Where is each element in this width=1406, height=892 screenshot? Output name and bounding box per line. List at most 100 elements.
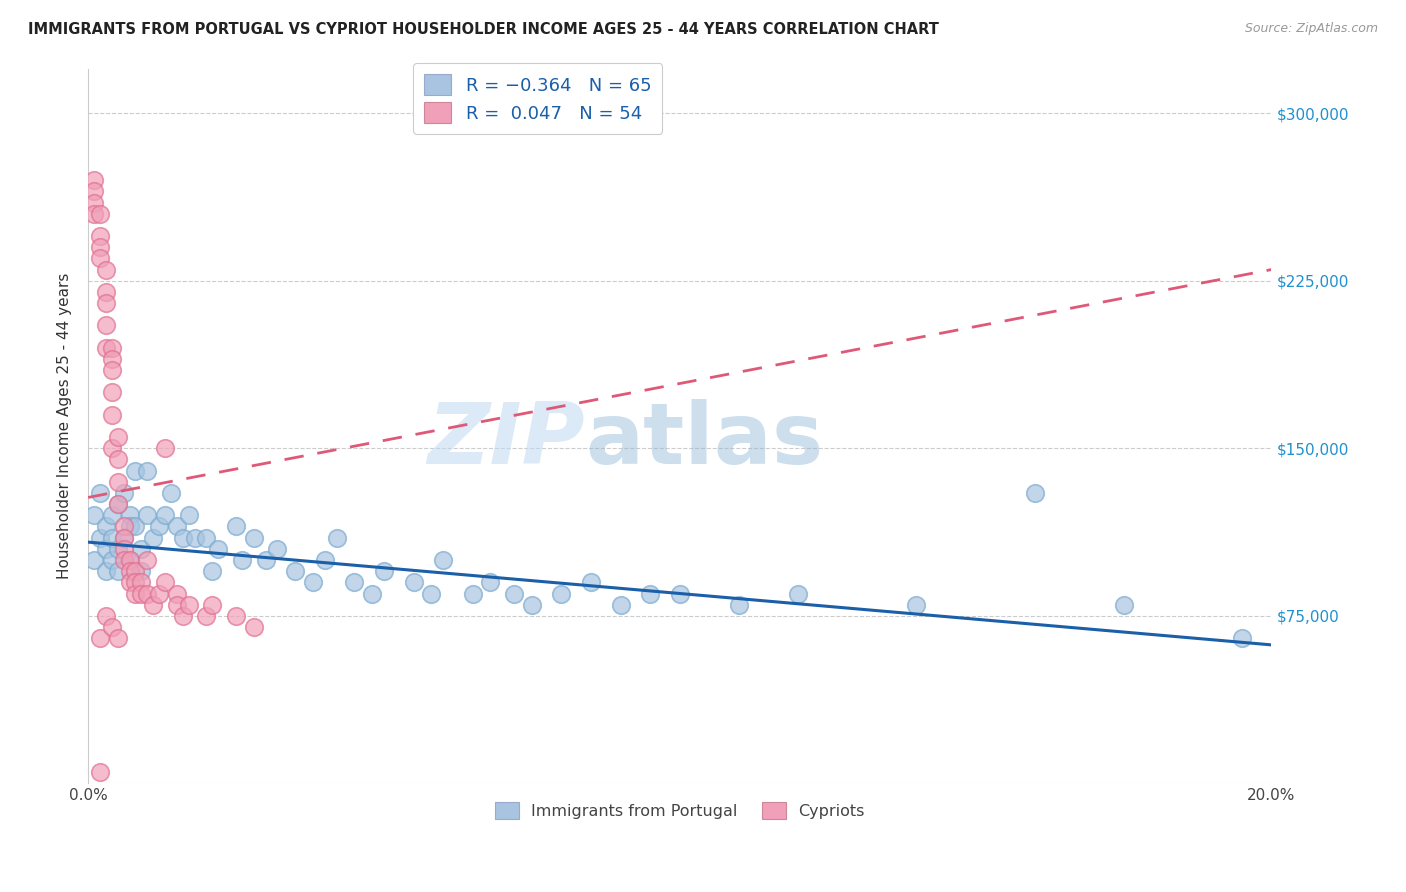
Point	[94, 296, 117, 310]
Point	[107, 564, 129, 578]
Point	[160, 486, 183, 500]
Point	[153, 508, 176, 523]
Point	[83, 508, 105, 523]
Point	[166, 598, 188, 612]
Point	[101, 385, 124, 400]
Point	[112, 531, 135, 545]
Point	[83, 185, 105, 199]
Point	[579, 575, 602, 590]
Point	[302, 575, 325, 590]
Text: IMMIGRANTS FROM PORTUGAL VS CYPRIOT HOUSEHOLDER INCOME AGES 25 - 44 YEARS CORREL: IMMIGRANTS FROM PORTUGAL VS CYPRIOT HOUS…	[28, 22, 939, 37]
Point	[89, 207, 111, 221]
Point	[520, 598, 543, 612]
Point	[131, 586, 153, 600]
Point	[254, 553, 277, 567]
Point	[479, 575, 502, 590]
Point	[112, 486, 135, 500]
Point	[201, 564, 224, 578]
Point	[432, 553, 454, 567]
Point	[373, 564, 395, 578]
Point	[136, 586, 159, 600]
Point	[461, 586, 484, 600]
Point	[118, 508, 141, 523]
Point	[89, 531, 111, 545]
Point	[1024, 486, 1046, 500]
Point	[94, 285, 117, 299]
Point	[94, 541, 117, 556]
Point	[325, 531, 347, 545]
Point	[1112, 598, 1135, 612]
Legend: Immigrants from Portugal, Cypriots: Immigrants from Portugal, Cypriots	[488, 796, 872, 825]
Point	[153, 575, 176, 590]
Text: Source: ZipAtlas.com: Source: ZipAtlas.com	[1244, 22, 1378, 36]
Point	[94, 608, 117, 623]
Point	[420, 586, 443, 600]
Point	[118, 553, 141, 567]
Point	[638, 586, 661, 600]
Point	[124, 575, 146, 590]
Point	[728, 598, 751, 612]
Point	[101, 351, 124, 366]
Point	[118, 575, 141, 590]
Point	[166, 586, 188, 600]
Point	[142, 531, 165, 545]
Point	[124, 519, 146, 533]
Point	[136, 553, 159, 567]
Text: atlas: atlas	[585, 399, 824, 482]
Text: ZIP: ZIP	[427, 399, 585, 482]
Point	[225, 608, 247, 623]
Point	[550, 586, 572, 600]
Point	[89, 765, 111, 780]
Point	[166, 519, 188, 533]
Point	[118, 519, 141, 533]
Point	[201, 598, 224, 612]
Point	[207, 541, 229, 556]
Point	[177, 598, 200, 612]
Point	[609, 598, 631, 612]
Point	[112, 541, 135, 556]
Point	[112, 553, 135, 567]
Point	[343, 575, 366, 590]
Point	[284, 564, 307, 578]
Point	[101, 620, 124, 634]
Point	[89, 252, 111, 266]
Point	[148, 586, 170, 600]
Point	[225, 519, 247, 533]
Point	[669, 586, 692, 600]
Point	[107, 541, 129, 556]
Point	[107, 452, 129, 467]
Point	[243, 531, 266, 545]
Point	[402, 575, 425, 590]
Point	[107, 497, 129, 511]
Point	[136, 508, 159, 523]
Y-axis label: Householder Income Ages 25 - 44 years: Householder Income Ages 25 - 44 years	[58, 273, 72, 579]
Point	[83, 553, 105, 567]
Point	[94, 564, 117, 578]
Point	[131, 564, 153, 578]
Point	[101, 363, 124, 377]
Point	[231, 553, 253, 567]
Point	[172, 608, 194, 623]
Point	[107, 475, 129, 489]
Point	[101, 508, 124, 523]
Point	[94, 318, 117, 333]
Point	[101, 341, 124, 355]
Point	[101, 553, 124, 567]
Point	[101, 531, 124, 545]
Point	[361, 586, 384, 600]
Point	[83, 207, 105, 221]
Point	[148, 519, 170, 533]
Point	[131, 541, 153, 556]
Point	[107, 497, 129, 511]
Point	[94, 341, 117, 355]
Point	[195, 531, 218, 545]
Point	[89, 631, 111, 645]
Point	[124, 586, 146, 600]
Point	[314, 553, 336, 567]
Point	[503, 586, 526, 600]
Point	[905, 598, 928, 612]
Point	[124, 464, 146, 478]
Point	[153, 442, 176, 456]
Point	[107, 631, 129, 645]
Point	[124, 564, 146, 578]
